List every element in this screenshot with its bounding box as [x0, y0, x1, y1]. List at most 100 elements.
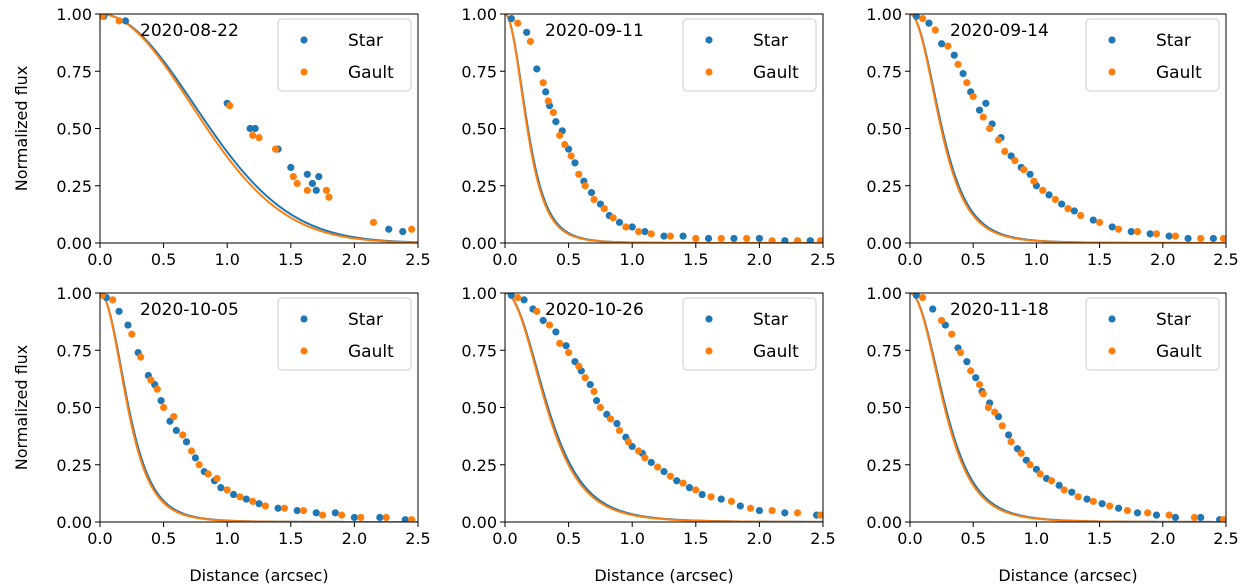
- x-tick-label: 2.0: [747, 529, 772, 548]
- legend-marker: [705, 36, 713, 44]
- gault-data-point: [1047, 477, 1056, 485]
- gault-data-point: [1017, 449, 1025, 457]
- gault-data-point: [1219, 234, 1226, 243]
- star-data-point: [303, 170, 311, 178]
- legend: Star Gault: [1085, 297, 1220, 371]
- y-tick-label: 0.25: [56, 177, 92, 196]
- star-data-point: [1197, 513, 1205, 522]
- legend-label: Star: [1156, 310, 1191, 330]
- gault-data-point: [109, 296, 117, 304]
- gault-data-point: [526, 37, 535, 46]
- gault-data-point: [606, 415, 615, 423]
- gault-data-point: [1096, 218, 1104, 226]
- x-tick-label: 0.0: [897, 529, 922, 548]
- legend-box: [277, 18, 412, 92]
- gault-data-point: [1036, 470, 1044, 478]
- gault-fit-line: [100, 14, 418, 243]
- gault-data-point: [609, 214, 617, 222]
- star-data-point: [704, 234, 713, 243]
- star-data-point: [217, 484, 225, 492]
- gault-data-point: [647, 230, 655, 238]
- legend-box: [1085, 297, 1220, 371]
- x-tick-label: 1.0: [214, 250, 239, 269]
- star-data-point: [628, 223, 636, 231]
- gault-data-point: [624, 438, 632, 446]
- date-label: 2020-10-05: [140, 300, 239, 320]
- star-data-point: [121, 17, 130, 25]
- y-tick-label: 0.75: [461, 341, 497, 360]
- x-tick-label: 1.0: [619, 529, 644, 548]
- gault-data-point: [280, 504, 289, 512]
- gault-data-point: [357, 513, 365, 522]
- gault-data-point: [556, 339, 564, 347]
- star-data-point: [274, 504, 282, 512]
- legend-label: Star: [348, 310, 383, 330]
- gault-data-point: [707, 493, 715, 501]
- gault-data-point: [1197, 234, 1205, 243]
- star-data-point: [972, 374, 980, 382]
- star-data-point: [1209, 234, 1217, 243]
- star-data-point: [1058, 200, 1066, 208]
- star-data-point: [679, 232, 687, 240]
- star-data-point: [685, 484, 694, 492]
- gault-data-point: [969, 92, 977, 101]
- gault-data-point: [931, 26, 939, 34]
- gault-data-point: [634, 227, 643, 236]
- x-tick-label: 0.0: [492, 529, 517, 548]
- x-tick-label: 0.0: [87, 250, 112, 269]
- gault-data-point: [170, 413, 178, 421]
- gault-data-point: [408, 225, 416, 233]
- legend: Star Gault: [1085, 18, 1220, 92]
- y-tick-label: 0.00: [461, 234, 497, 253]
- gault-data-point: [590, 387, 598, 396]
- star-data-point: [730, 234, 738, 243]
- gault-data-point: [179, 431, 187, 439]
- gault-data-point: [514, 19, 522, 27]
- star-data-point: [507, 14, 515, 23]
- legend-label: Gault: [753, 342, 799, 362]
- y-tick-label: 0.00: [56, 513, 92, 532]
- star-data-point: [1098, 500, 1106, 508]
- star-data-point: [587, 189, 596, 197]
- star-data-point: [533, 65, 541, 73]
- gault-data-point: [137, 353, 145, 361]
- x-tick-label: 1.5: [1087, 529, 1112, 548]
- x-tick-label: 1.5: [683, 250, 708, 269]
- gault-data-point: [1144, 509, 1152, 517]
- gault-data-point: [223, 486, 231, 494]
- y-tick-label: 0.75: [866, 62, 902, 81]
- gault-data-point: [1001, 147, 1009, 155]
- star-data-point: [615, 218, 624, 226]
- gault-data-point: [793, 237, 802, 243]
- star-data-point: [552, 118, 560, 126]
- star-data-point: [613, 419, 621, 428]
- x-tick-label: 1.5: [278, 250, 303, 269]
- star-data-point: [1114, 504, 1123, 512]
- gault-data-point: [293, 179, 301, 188]
- legend-marker: [1108, 315, 1116, 323]
- y-tick-label: 0.25: [866, 177, 902, 196]
- gault-data-point: [1152, 230, 1161, 238]
- gault-data-point: [1106, 502, 1114, 510]
- gault-data-point: [581, 374, 589, 382]
- gault-data-point: [692, 486, 700, 494]
- star-data-point: [507, 293, 515, 299]
- star-data-point: [1026, 170, 1034, 178]
- date-label: 2020-10-26: [545, 300, 644, 320]
- star-data-point: [542, 88, 550, 96]
- x-tick-label: 1.5: [278, 529, 303, 548]
- gault-data-point: [948, 330, 956, 338]
- gault-data-point: [590, 195, 598, 204]
- y-tick-label: 1.00: [461, 284, 497, 303]
- star-data-point: [385, 225, 393, 233]
- gault-data-point: [1051, 195, 1059, 204]
- gault-data-point: [1026, 461, 1034, 469]
- panel-5: 0.0 0.5 1.0 1.5 2.0 2.5 0.00 0.25 0.50 0.75 1.00 20…: [461, 284, 835, 585]
- gault-data-point: [666, 232, 674, 240]
- gault-data-point: [1077, 211, 1085, 220]
- star-data-point: [1133, 509, 1142, 517]
- date-label: 2020-09-11: [545, 21, 644, 41]
- x-axis-title: Distance (arcsec): [189, 566, 328, 585]
- gault-data-point: [979, 390, 987, 398]
